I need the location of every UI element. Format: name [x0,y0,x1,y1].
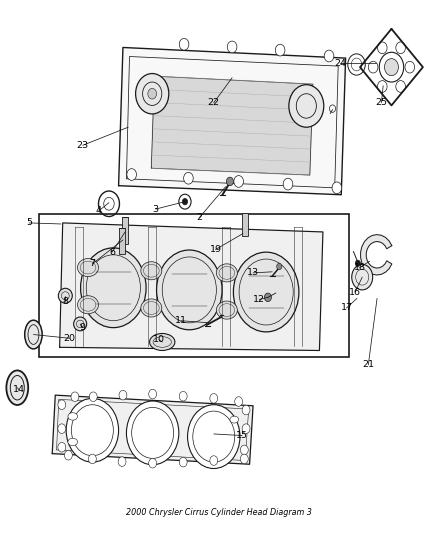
Text: 19: 19 [209,245,222,254]
Circle shape [233,252,299,332]
Ellipse shape [68,438,78,446]
Circle shape [242,405,250,415]
Circle shape [149,458,156,468]
Text: 15: 15 [236,431,248,440]
Ellipse shape [141,262,162,280]
Circle shape [276,44,285,56]
Circle shape [234,175,244,187]
Text: 22: 22 [208,98,220,107]
Text: 9: 9 [80,323,86,332]
Bar [39,214,349,357]
Bar [242,213,248,236]
Circle shape [179,457,187,467]
Circle shape [182,198,187,205]
Polygon shape [151,76,313,175]
Circle shape [283,178,293,190]
Circle shape [235,397,243,406]
Circle shape [58,442,66,452]
Ellipse shape [58,288,72,303]
Circle shape [240,454,248,464]
Circle shape [242,424,250,433]
Circle shape [355,260,360,266]
Polygon shape [60,223,323,351]
Text: 8: 8 [62,296,68,305]
Circle shape [184,172,193,184]
Circle shape [64,450,72,460]
Polygon shape [52,395,253,464]
Text: 25: 25 [375,98,388,107]
Text: 14: 14 [13,385,25,394]
Circle shape [210,393,218,403]
Text: 4: 4 [96,206,102,215]
Ellipse shape [216,264,237,282]
Circle shape [227,41,237,53]
Circle shape [136,74,169,114]
Ellipse shape [25,320,42,349]
Circle shape [81,248,146,328]
Ellipse shape [150,334,175,351]
Circle shape [66,398,119,462]
Circle shape [179,391,187,401]
Circle shape [324,50,334,62]
Text: 20: 20 [64,334,76,343]
Circle shape [187,405,240,469]
Text: 10: 10 [153,335,165,344]
Ellipse shape [7,370,28,405]
Ellipse shape [78,259,99,277]
Circle shape [58,400,66,409]
Text: 5: 5 [26,219,32,228]
Ellipse shape [141,299,162,317]
Circle shape [88,454,96,464]
Circle shape [127,168,137,180]
Text: 21: 21 [362,360,374,369]
Ellipse shape [74,317,87,331]
Ellipse shape [68,413,78,420]
Ellipse shape [78,296,99,314]
Circle shape [226,177,233,185]
Circle shape [265,293,272,302]
Bar [119,228,125,254]
Ellipse shape [216,301,237,319]
Circle shape [179,38,189,50]
Circle shape [289,85,324,127]
Circle shape [240,445,248,455]
Circle shape [352,264,373,290]
Bar [122,217,128,244]
Text: 2000 Chrysler Cirrus Cylinder Head Diagram 3: 2000 Chrysler Cirrus Cylinder Head Diagr… [126,507,312,516]
Circle shape [277,263,282,270]
Polygon shape [360,235,392,275]
Text: 2: 2 [196,213,202,222]
Text: 23: 23 [77,141,89,150]
Circle shape [89,392,97,401]
Circle shape [210,456,218,465]
Circle shape [148,88,156,99]
Text: 6: 6 [109,248,115,257]
Text: 13: 13 [247,269,259,277]
Text: 12: 12 [253,295,265,304]
Circle shape [71,392,79,401]
Text: 3: 3 [152,205,159,214]
Circle shape [119,390,127,400]
Polygon shape [360,29,423,106]
Circle shape [156,250,222,330]
Text: 16: 16 [349,287,361,296]
Circle shape [385,59,399,76]
Text: 11: 11 [175,316,187,325]
Text: 18: 18 [353,263,366,272]
Circle shape [58,424,66,433]
Circle shape [332,182,342,193]
Text: 17: 17 [340,303,353,312]
Polygon shape [119,47,346,195]
Circle shape [118,457,126,466]
Circle shape [127,401,179,465]
Text: 7: 7 [89,260,95,268]
Circle shape [149,389,156,399]
Ellipse shape [230,416,239,423]
Text: 24: 24 [334,59,346,68]
